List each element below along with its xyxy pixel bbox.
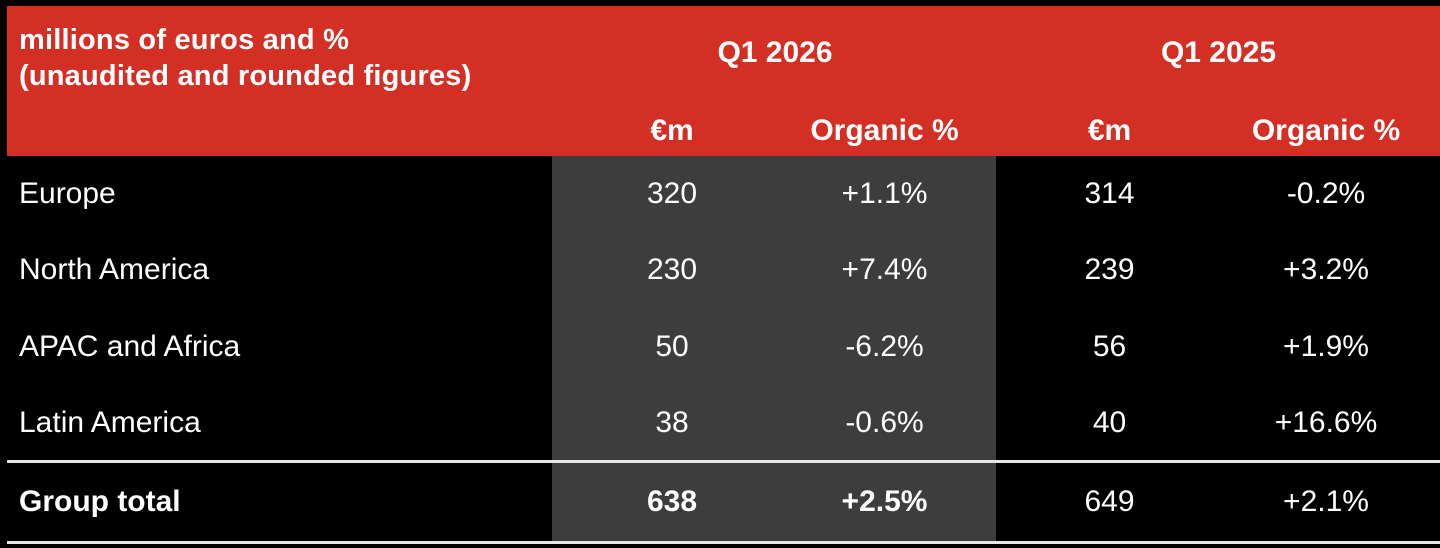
eur-current-value: 38 [655, 406, 689, 439]
eur-current-value: 50 [655, 330, 689, 363]
table-title-line2: (unaudited and rounded figures) [19, 60, 472, 92]
region-label: Europe [19, 177, 116, 210]
organic-current-value: -0.6% [845, 406, 924, 439]
total-eur-prior: 649 [1084, 485, 1135, 518]
period-header-prior: Q1 2025 [1160, 36, 1277, 69]
organic-prior-value: -0.2% [1286, 177, 1366, 210]
table-bottom-rule [7, 541, 1440, 544]
eur-current-value: 230 [646, 253, 698, 286]
eur-prior-value: 239 [1084, 253, 1135, 286]
regional-revenue-table: millions of euros and % (unaudited and r… [7, 6, 1440, 548]
column-header-eur-current: €m [650, 114, 694, 147]
table-row: North America 230 +7.4% 239 +3.2% [7, 232, 1440, 308]
eur-prior-value: 314 [1084, 177, 1135, 210]
table-row: Latin America 38 -0.6% 40 +16.6% [7, 385, 1440, 461]
eur-prior-value: 40 [1092, 406, 1127, 439]
current-period-highlight [552, 156, 996, 541]
region-label: Latin America [19, 406, 201, 439]
region-label: APAC and Africa [19, 330, 241, 363]
organic-current-value: +1.1% [841, 177, 928, 210]
table-row: Europe 320 +1.1% 314 -0.2% [7, 156, 1440, 232]
column-header-eur-prior: €m [1087, 114, 1132, 147]
column-header-organic-current: Organic % [810, 114, 959, 147]
total-organic-current: +2.5% [841, 485, 928, 518]
eur-current-value: 320 [646, 177, 698, 210]
total-eur-current: 638 [646, 485, 698, 518]
table-title: millions of euros and % (unaudited and r… [19, 22, 471, 94]
eur-prior-value: 56 [1092, 330, 1127, 363]
column-header-organic-prior: Organic % [1251, 114, 1401, 147]
organic-current-value: -6.2% [845, 330, 924, 363]
total-label: Group total [19, 485, 181, 518]
table-title-line1: millions of euros and % [19, 24, 350, 56]
organic-prior-value: +16.6% [1274, 406, 1378, 439]
organic-prior-value: +1.9% [1283, 330, 1369, 363]
total-organic-prior: +2.1% [1283, 485, 1369, 518]
organic-current-value: +7.4% [841, 253, 928, 286]
table-row: APAC and Africa 50 -6.2% 56 +1.9% [7, 309, 1440, 385]
period-header-current: Q1 2026 [717, 36, 833, 69]
organic-prior-value: +3.2% [1283, 253, 1369, 286]
table-header: millions of euros and % (unaudited and r… [7, 6, 1440, 156]
total-row: Group total 638 +2.5% 649 +2.1% [7, 463, 1440, 539]
region-label: North America [19, 253, 210, 286]
total-divider [7, 460, 1440, 463]
